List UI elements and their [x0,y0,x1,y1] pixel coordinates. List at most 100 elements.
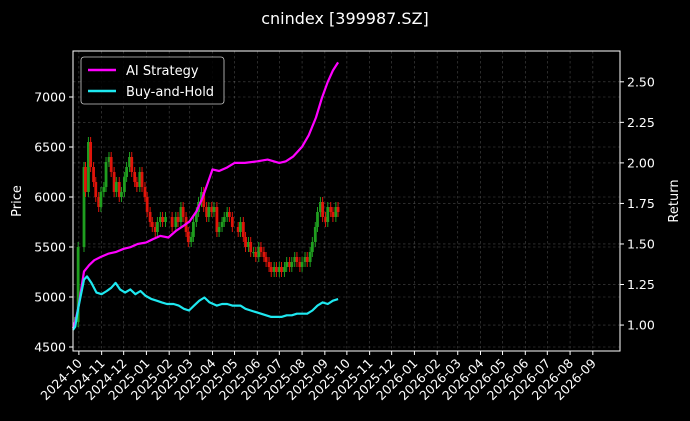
candle-body-52 [215,207,219,232]
candle-body-29 [150,222,154,227]
candle-body-38 [179,207,183,222]
candle-body-19 [125,167,128,177]
candle-body-37 [176,217,180,222]
candle-body-98 [336,207,340,212]
candle-body-81 [293,257,297,262]
candle-body-71 [267,262,271,267]
candle-body-9 [99,192,103,207]
tick-label-return-2.50: 2.50 [627,74,655,89]
candle-body-67 [257,247,261,257]
candle-body-31 [156,222,159,232]
candle-body-77 [283,267,286,272]
candle-body-50 [210,207,214,212]
candle-body-28 [148,212,152,222]
candle-body-30 [153,227,157,232]
candle-body-65 [252,252,256,254]
candle-body-76 [280,267,283,272]
candle-body-74 [274,267,278,272]
candle-body-16 [117,182,121,197]
candle-body-11 [104,162,108,187]
candle-body-97 [334,207,338,217]
candle-body-21 [130,157,134,172]
candle-body-68 [259,247,263,252]
candle-body-58 [230,217,234,227]
candle-body-10 [102,187,106,192]
candle-body-57 [227,212,231,217]
series-line-ai-strategy [71,61,340,329]
candle-body-23 [135,182,139,187]
candle-body-32 [158,217,162,222]
candle-body-49 [207,207,211,217]
candle-body-63 [247,242,250,247]
candle-body-47 [202,192,206,207]
candle-body-84 [300,262,304,267]
candle-body-12 [107,157,111,162]
candle-body-24 [138,172,142,187]
tick-label-price-4500: 4500 [34,340,66,355]
candle-body-14 [112,172,116,192]
candle-body-85 [303,257,307,262]
candle-body-43 [192,222,195,237]
tick-label-return-2.25: 2.25 [627,115,655,130]
legend-box [80,56,225,105]
candle-body-59 [236,227,240,232]
candle-body-35 [170,217,174,227]
tick-label-return-1.50: 1.50 [627,236,655,251]
tick-label-price-6000: 6000 [34,190,66,205]
candle-body-61 [241,222,245,237]
tick-label-price-6500: 6500 [34,140,66,155]
candle-body-86 [305,257,309,262]
legend-label-ai-strategy: AI Strategy [126,64,199,79]
candle-body-48 [205,207,209,217]
candle-body-26 [143,187,147,197]
candle-body-39 [181,207,185,217]
left-price-axis: 4500 5000 5500 6000 6500 7000 [34,90,73,355]
candle-body-2 [82,167,86,247]
candle-body-5 [89,142,93,167]
candle-body-13 [109,157,113,172]
candle-body-91 [319,202,322,212]
tick-label-price-5000: 5000 [34,290,66,305]
candle-body-20 [128,157,131,167]
candle-body-69 [262,252,266,257]
candle-body-42 [189,237,193,242]
tick-label-return-1.75: 1.75 [627,196,655,211]
candle-body-4 [87,142,90,192]
candle-body-1 [76,247,80,322]
candle-body-46 [200,192,203,202]
candle-body-51 [212,207,216,212]
candle-body-34 [164,217,167,222]
candle-body-64 [249,242,253,252]
candle-body-41 [186,232,190,242]
candle-body-95 [329,207,333,212]
candle-body-7 [94,182,98,197]
candle-body-87 [308,252,312,262]
tick-label-price-5500: 5500 [34,240,66,255]
candle-body-3 [84,167,87,192]
candle-body-93 [324,217,327,222]
candle-body-72 [269,267,273,272]
candle-body-80 [290,262,294,267]
candle-body-66 [254,252,258,257]
candle-body-70 [264,257,268,262]
tick-label-return-2.00: 2.00 [627,155,655,170]
candle-body-18 [122,177,126,192]
candle-body-94 [326,207,330,222]
right-axis-title: Return [667,179,682,222]
candle-body-90 [316,212,319,227]
candle-body-55 [222,217,226,222]
candle-body-96 [331,212,335,217]
candle-body-75 [277,267,281,272]
legend-label-buy-and-hold: Buy-and-Hold [126,85,214,100]
candle-body-36 [174,217,178,227]
candle-body-15 [114,182,118,192]
tick-label-return-1.00: 1.00 [627,318,655,333]
candle-body-62 [244,237,247,247]
candle-body-60 [239,222,242,232]
tick-label-price-7000: 7000 [34,90,66,105]
candle-body-82 [295,257,299,262]
candle-body-8 [97,197,101,207]
candle-body-78 [285,262,289,267]
candle-body-6 [92,167,95,182]
